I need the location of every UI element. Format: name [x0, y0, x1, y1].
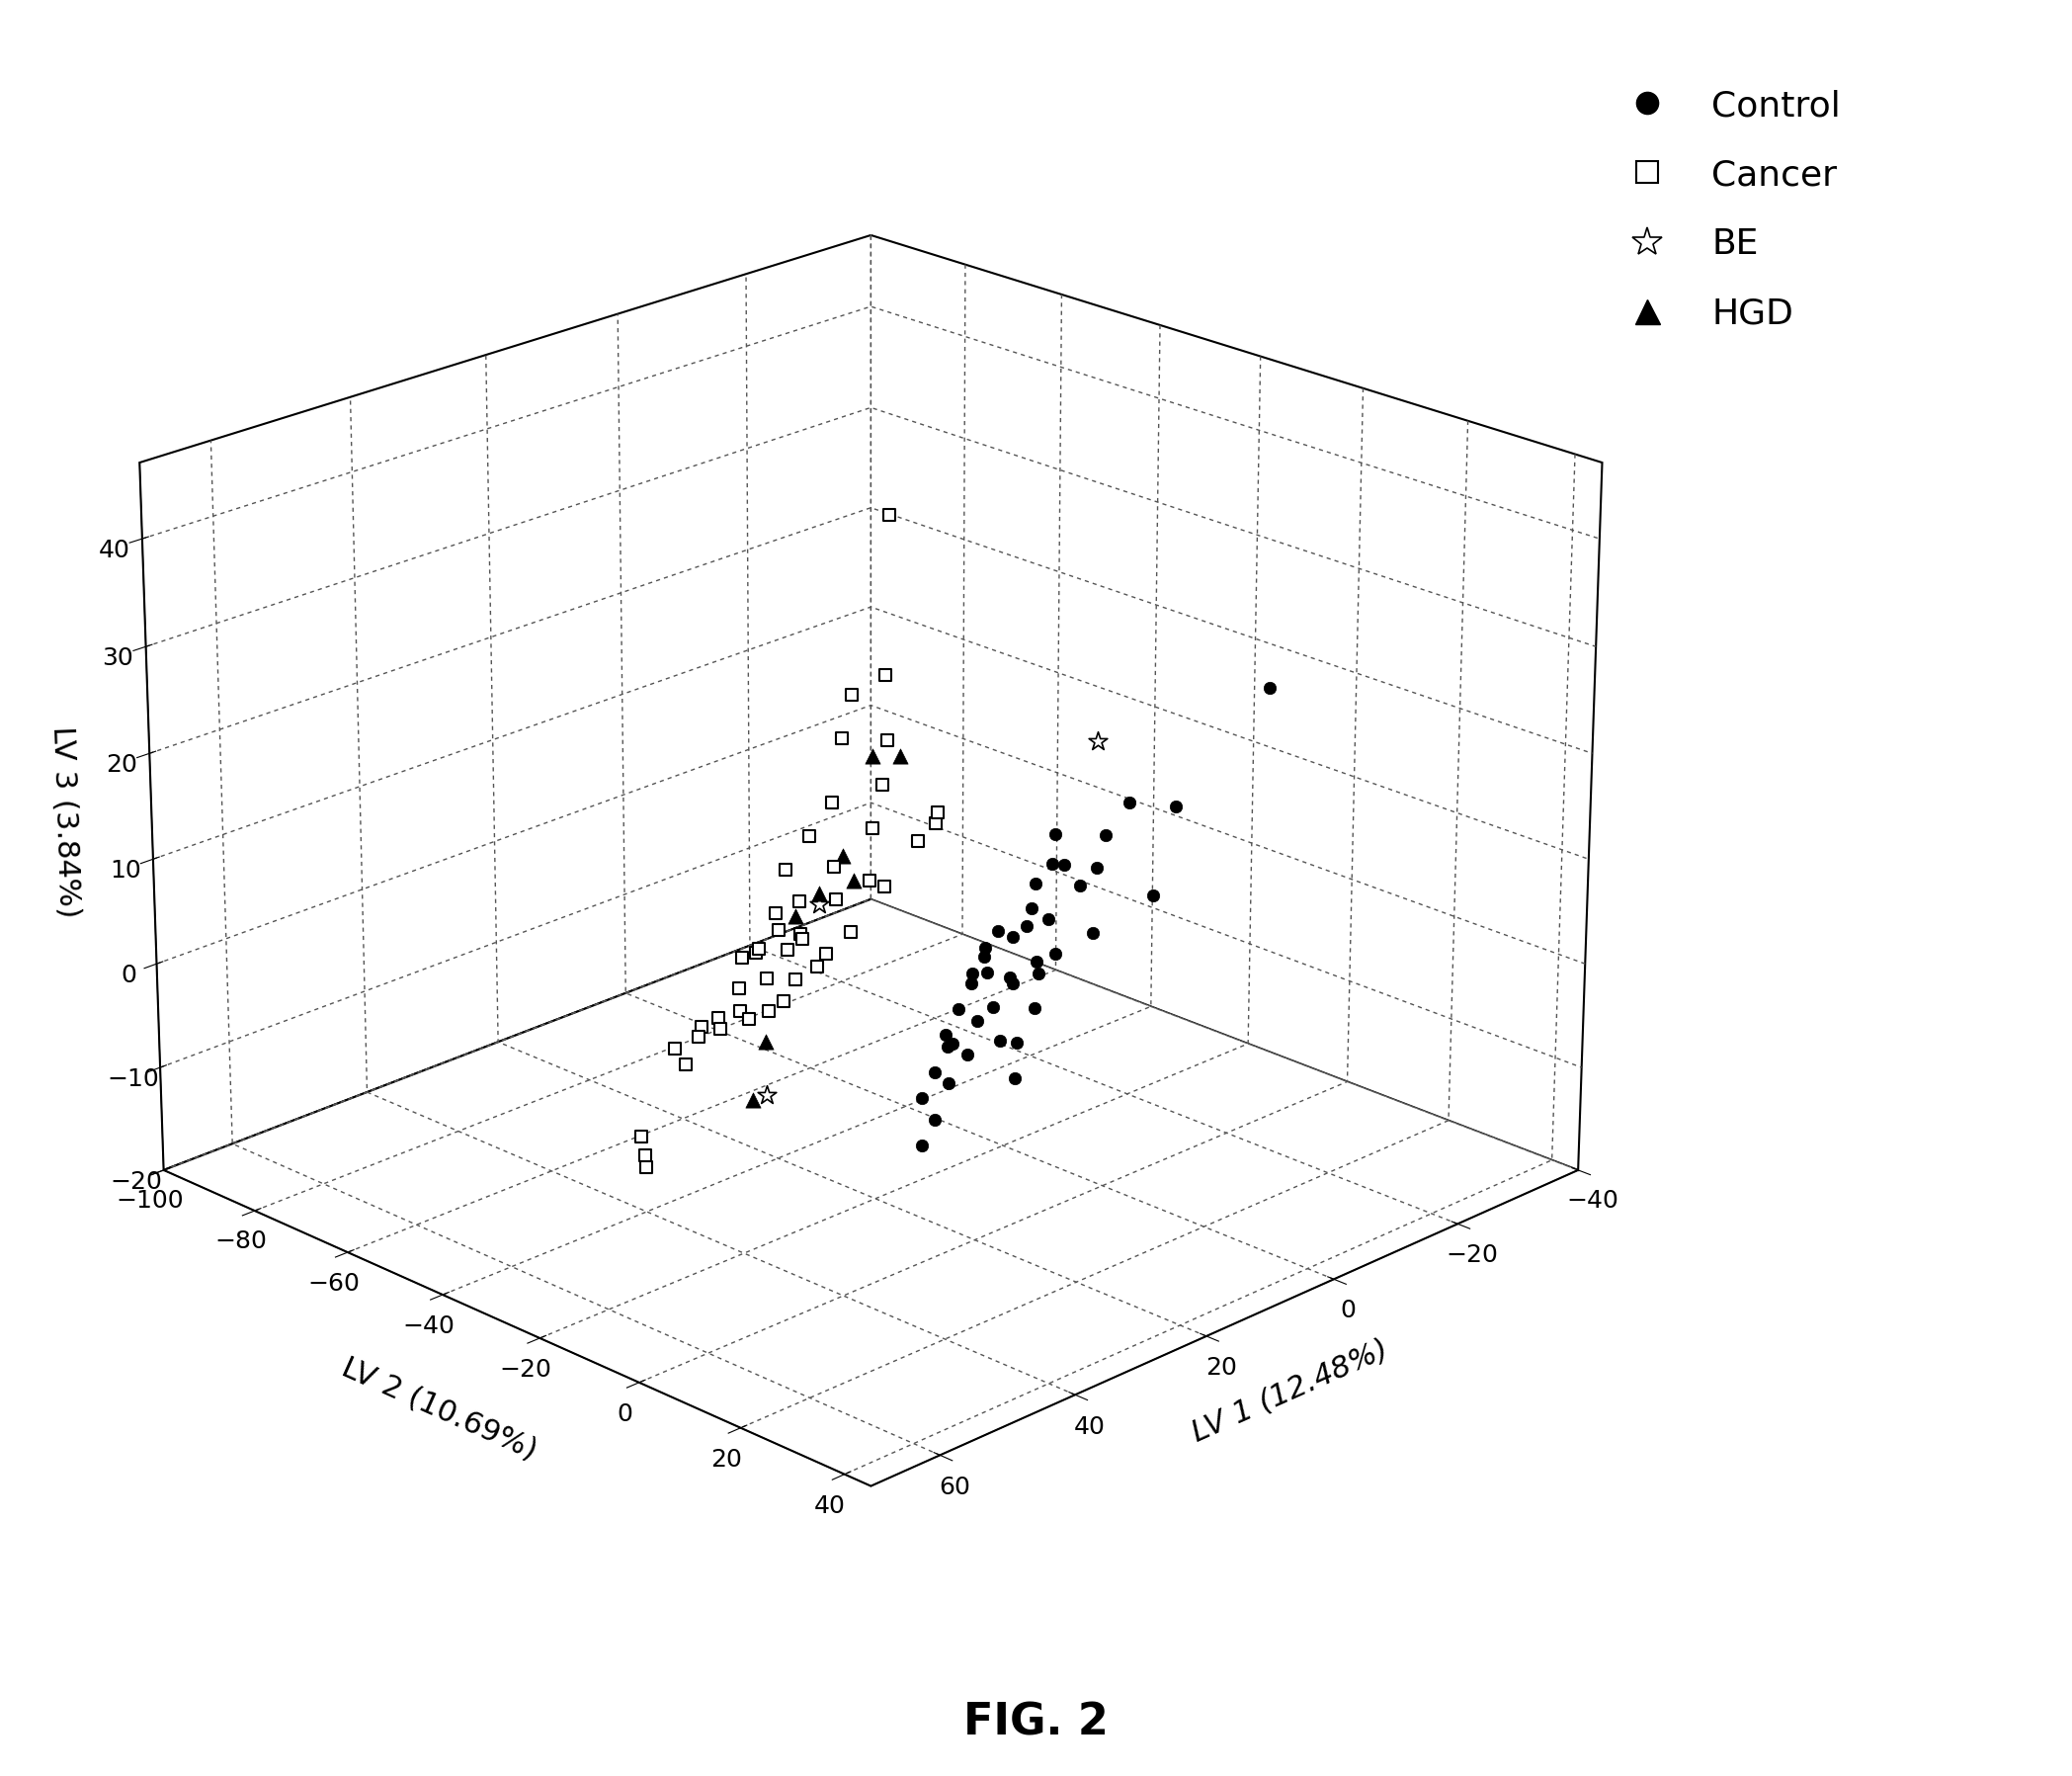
Y-axis label: LV 2 (10.69%): LV 2 (10.69%): [338, 1353, 541, 1465]
Legend: Control, Cancer, BE, HGD: Control, Cancer, BE, HGD: [1593, 71, 1859, 348]
X-axis label: LV 1 (12.48%): LV 1 (12.48%): [1187, 1336, 1392, 1447]
Text: FIG. 2: FIG. 2: [963, 1701, 1109, 1744]
